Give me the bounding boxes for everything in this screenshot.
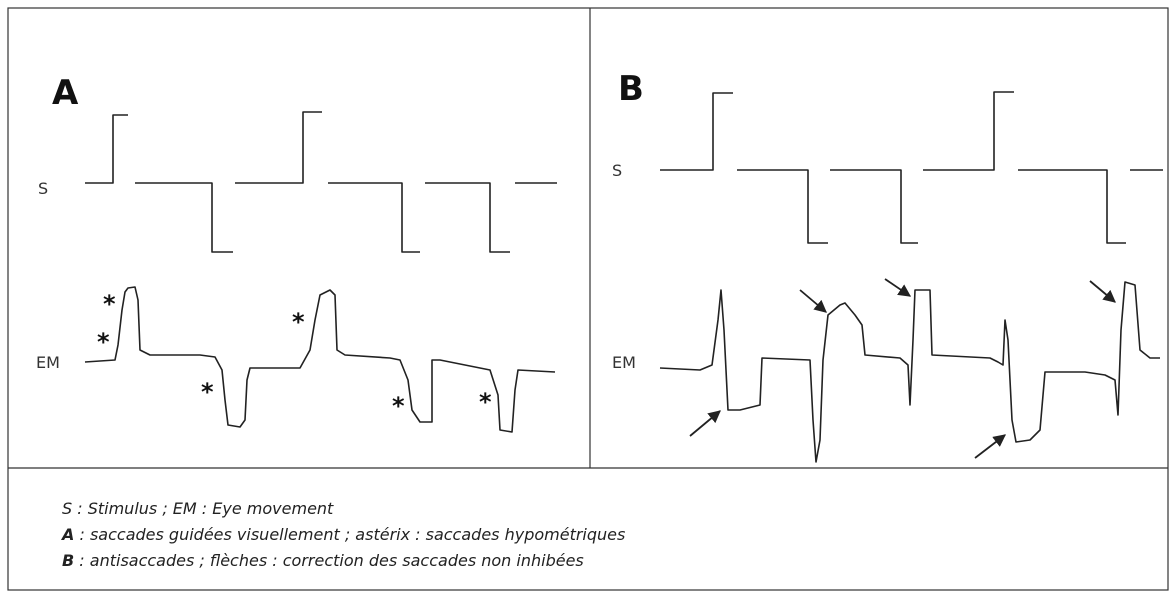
caption-key: B [62, 551, 74, 570]
marker: * [292, 308, 305, 336]
arrow [689, 410, 721, 437]
frame [7, 7, 1169, 591]
caption-text: : antisaccades ; flèches : correction de… [79, 551, 583, 570]
marker: * [97, 328, 110, 356]
arrow [974, 434, 1006, 459]
arrow [1089, 280, 1116, 303]
stimulus-trace [660, 91, 1163, 244]
stimulus-label: S [38, 179, 48, 198]
caption-key: A [60, 525, 74, 544]
marker: * [392, 392, 405, 420]
movement-label: EM [612, 353, 636, 372]
marker: * [479, 388, 492, 416]
caption-line: B : antisaccades ; flèches : correction … [62, 551, 584, 570]
marker: * [103, 290, 116, 318]
arrow [799, 289, 827, 313]
caption-line: A : saccades guidées visuellement ; asté… [60, 525, 625, 544]
panel-label: B [618, 69, 644, 109]
caption-line: S : Stimulus ; EM : Eye movement [62, 499, 334, 518]
arrow [884, 278, 912, 297]
caption-text: : saccades guidées visuellement ; astéri… [79, 525, 625, 544]
movement-trace [659, 281, 1160, 463]
panel-label: A [52, 73, 79, 113]
stimulus-label: S [612, 161, 622, 180]
movement-label: EM [36, 353, 60, 372]
stimulus-trace [85, 111, 557, 253]
marker: * [201, 378, 214, 406]
movement-trace [84, 286, 556, 433]
